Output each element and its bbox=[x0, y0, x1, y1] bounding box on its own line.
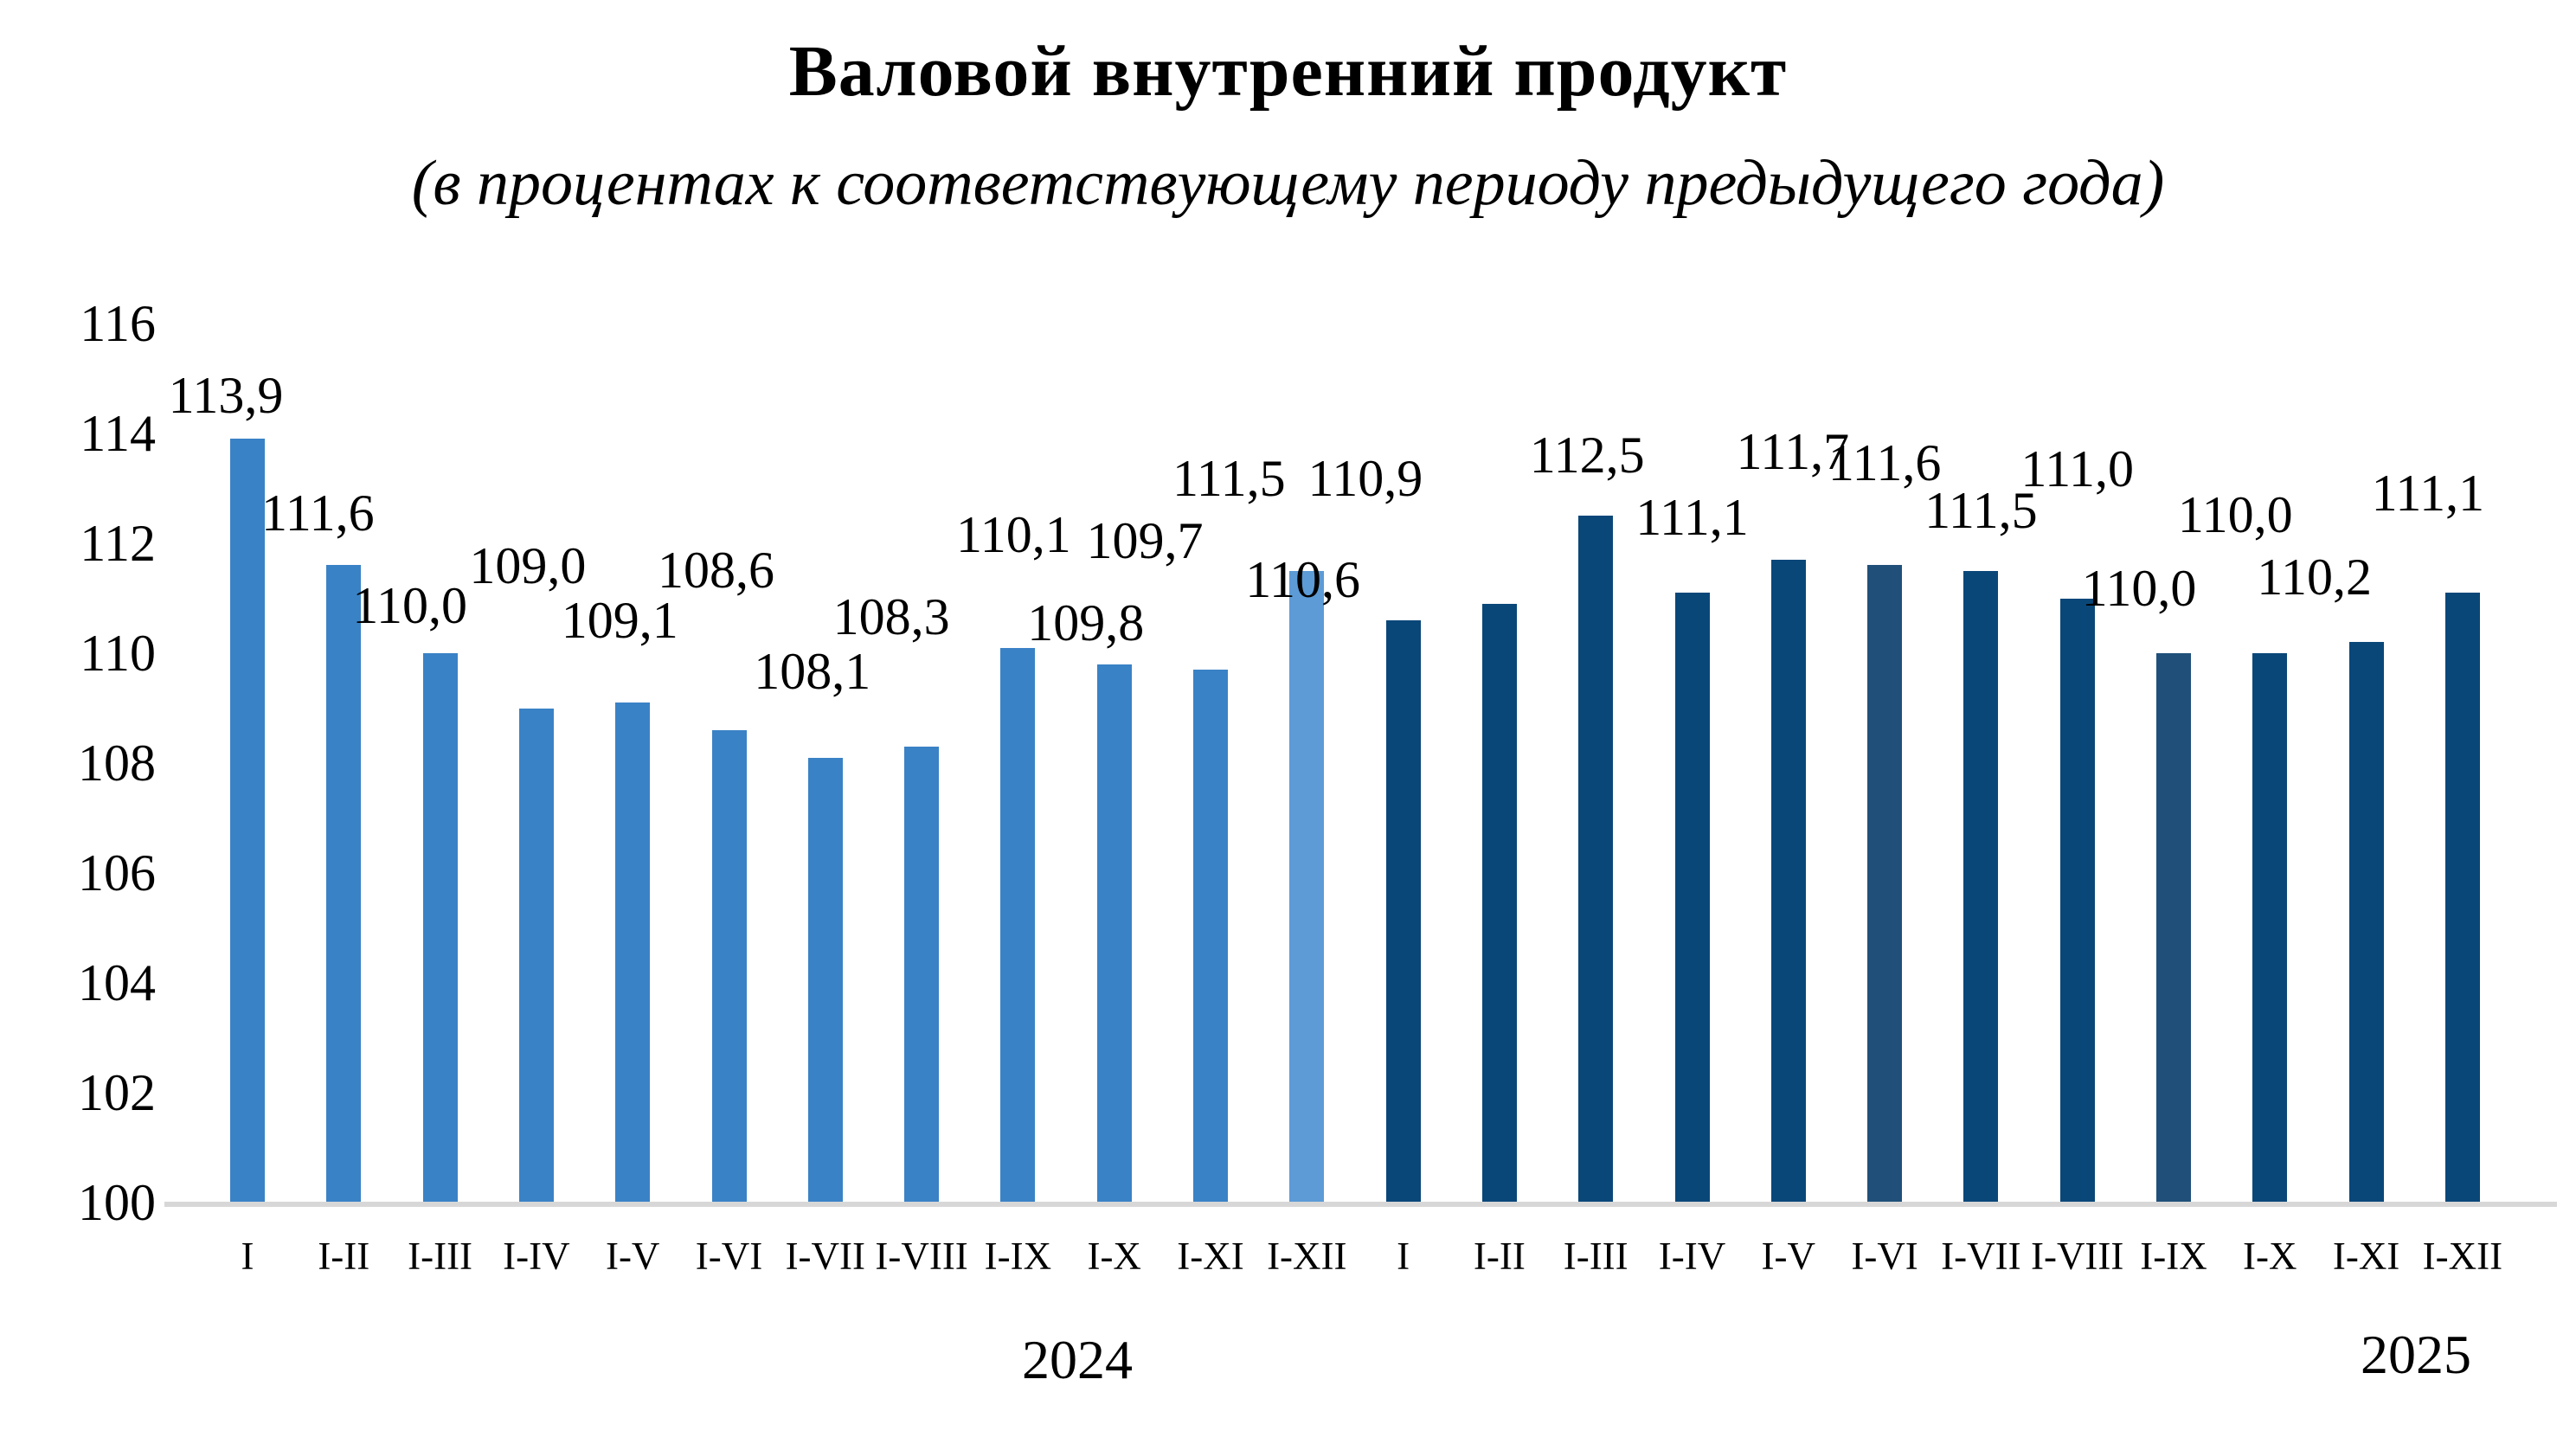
bar-value-label: 112,5 bbox=[1529, 427, 1645, 484]
bar-value-label: 108,6 bbox=[658, 541, 774, 599]
bar-value-label: 111,1 bbox=[2371, 465, 2485, 523]
x-tick-label: I-XI bbox=[2332, 1235, 2400, 1278]
bar-value-label: 109,7 bbox=[1086, 512, 1204, 570]
x-tick-label: I-II bbox=[1473, 1235, 1526, 1278]
x-tick-label: I-XII bbox=[2422, 1235, 2503, 1278]
bar-value-label: 110,1 bbox=[956, 505, 1071, 563]
x-tick-label: I-II bbox=[318, 1235, 370, 1278]
bar-value-label: 111,6 bbox=[261, 484, 375, 542]
bar-2025-I-III bbox=[1578, 516, 1614, 1204]
bar-2024-I-VIII bbox=[904, 746, 940, 1204]
bar-value-label: 109,0 bbox=[469, 536, 587, 594]
bar-2024-I-V bbox=[615, 703, 651, 1204]
bar-2025-I-II bbox=[1481, 603, 1517, 1204]
chart-title: Валовой внутренний продукт bbox=[788, 31, 1788, 112]
chart-subtitle: (в процентах к соответствующему периоду … bbox=[411, 148, 2165, 219]
x-tick-label: I-IV bbox=[1658, 1235, 1726, 1278]
bar-2024-I-XI bbox=[1193, 670, 1228, 1204]
x-tick-label: I-V bbox=[605, 1235, 660, 1278]
y-tick-label: 114 bbox=[80, 405, 156, 462]
bar-value-label: 109,1 bbox=[561, 592, 678, 650]
bar-2025-I-V bbox=[1770, 560, 1806, 1204]
y-tick-label: 104 bbox=[78, 954, 156, 1011]
y-tick-label: 100 bbox=[78, 1174, 156, 1231]
bar-2025-I-VI bbox=[1867, 565, 1903, 1204]
bar-2024-I-IV bbox=[518, 708, 554, 1204]
y-tick-label: 110 bbox=[80, 625, 156, 682]
bar-value-label: 110,0 bbox=[2081, 560, 2197, 617]
bar-value-label: 111,5 bbox=[1924, 481, 2038, 539]
bar-2024-I-II bbox=[326, 565, 362, 1204]
bar-2024-I-X bbox=[1096, 664, 1132, 1204]
bar-value-label: 108,1 bbox=[754, 642, 871, 700]
y-tick-label: 116 bbox=[80, 295, 156, 352]
bar-value-label: 108,3 bbox=[832, 587, 950, 645]
bar-value-label: 113,9 bbox=[168, 367, 284, 425]
bar-value-label: 110,0 bbox=[352, 577, 467, 634]
group-label-2025: 2025 bbox=[2361, 1324, 2471, 1385]
bar-2025-I-IX bbox=[2156, 653, 2191, 1204]
bar-value-label: 110,0 bbox=[2177, 486, 2293, 543]
category-axis-line bbox=[164, 1202, 2557, 1207]
bar-2025-I bbox=[1385, 619, 1421, 1204]
x-tick-label: I-VIII bbox=[2030, 1235, 2124, 1278]
bar-2025-I-VII bbox=[1963, 570, 1999, 1204]
bar-value-label: 110,9 bbox=[1307, 449, 1423, 507]
x-tick-label: I bbox=[1397, 1235, 1410, 1278]
bar-2024-I-VI bbox=[711, 729, 747, 1204]
x-tick-label: I bbox=[241, 1235, 254, 1278]
x-tick-label: I-X bbox=[1087, 1235, 1141, 1278]
bar-2024-I-III bbox=[422, 653, 458, 1204]
bar-2025-I-VIII bbox=[2059, 598, 2095, 1204]
x-tick-label: I-IV bbox=[503, 1235, 570, 1278]
bar-2024-I-VII bbox=[807, 757, 843, 1204]
bar-value-label: 111,5 bbox=[1172, 449, 1286, 507]
bar-value-label: 111,6 bbox=[1828, 434, 1942, 492]
x-tick-label: I-VI bbox=[695, 1235, 763, 1278]
x-tick-label: I-VIII bbox=[875, 1235, 968, 1278]
x-tick-label: I-V bbox=[1761, 1235, 1816, 1278]
y-tick-label: 112 bbox=[80, 515, 156, 572]
bar-value-label: 110,2 bbox=[2257, 549, 2372, 606]
y-tick-label: 108 bbox=[78, 735, 156, 792]
x-tick-label: I-III bbox=[408, 1235, 473, 1278]
bar-value-label: 111,0 bbox=[2020, 439, 2134, 497]
bar-2025-I-X bbox=[2252, 653, 2288, 1204]
x-tick-label: I-IX bbox=[984, 1235, 1052, 1278]
bar-2025-I-IV bbox=[1674, 593, 1710, 1204]
bar-2024-I bbox=[230, 439, 265, 1204]
x-tick-label: I-XI bbox=[1177, 1235, 1244, 1278]
bar-value-label: 111,7 bbox=[1736, 423, 1850, 481]
x-tick-label: I-III bbox=[1563, 1235, 1628, 1278]
group-label-2024: 2024 bbox=[1022, 1329, 1133, 1390]
x-tick-label: I-VII bbox=[1941, 1235, 2021, 1278]
x-tick-label: I-VII bbox=[785, 1235, 866, 1278]
bar-value-label: 109,8 bbox=[1027, 593, 1145, 651]
x-tick-label: I-IX bbox=[2140, 1235, 2207, 1278]
x-tick-label: I-XII bbox=[1267, 1235, 1347, 1278]
bar-value-label: 111,1 bbox=[1635, 489, 1749, 547]
x-tick-label: I-X bbox=[2243, 1235, 2297, 1278]
y-tick-label: 106 bbox=[78, 844, 156, 901]
x-tick-label: I-VI bbox=[1851, 1235, 1918, 1278]
bar-2024-I-IX bbox=[1000, 647, 1036, 1204]
bar-value-label: 110,6 bbox=[1245, 550, 1360, 608]
y-tick-label: 102 bbox=[78, 1064, 156, 1121]
bar-2025-I-XI bbox=[2348, 642, 2384, 1204]
bar-2025-I-XII bbox=[2444, 593, 2480, 1204]
bar-2024-I-XII bbox=[1289, 570, 1325, 1204]
